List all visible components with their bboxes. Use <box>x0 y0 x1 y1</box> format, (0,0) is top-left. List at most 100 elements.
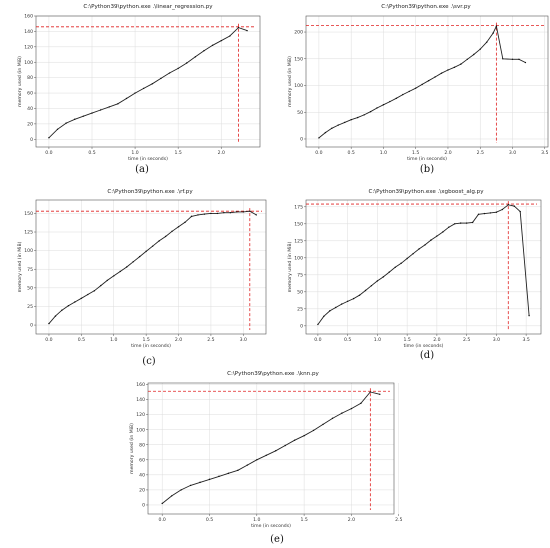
x-tick-label: 1.0 <box>131 150 138 156</box>
data-point <box>364 289 367 292</box>
data-point <box>412 253 414 255</box>
data-point <box>442 231 444 233</box>
y-tick-label: 75 <box>297 272 303 278</box>
y-tick-label: 50 <box>27 285 33 291</box>
data-point <box>329 310 331 312</box>
y-tick-label: 125 <box>294 238 303 244</box>
data-point <box>227 472 230 475</box>
data-point <box>99 109 102 111</box>
data-point <box>337 124 339 126</box>
x-tick-label: 1.0 <box>110 337 117 343</box>
y-tick-label: 40 <box>139 472 145 478</box>
chart-panel: 0.0 0.5 1.0 1.5 2.0 2.5 3.0 3.5 0 50 100 150 200 time… <box>287 4 549 175</box>
x-tick-label: 1.5 <box>142 337 149 343</box>
data-point <box>151 245 154 247</box>
x-tick-label: 0.5 <box>206 517 213 523</box>
y-tick-label: 140 <box>24 29 33 35</box>
data-point <box>376 280 379 282</box>
x-tick-label: 1.5 <box>174 150 181 156</box>
data-point <box>211 44 214 46</box>
data-point <box>203 49 205 52</box>
data-point <box>427 79 430 82</box>
data-point <box>335 306 337 309</box>
x-tick-label: 2.5 <box>463 337 470 343</box>
x-tick-label: 0.0 <box>45 337 52 343</box>
data-point <box>113 275 115 277</box>
panel-caption: (c) <box>142 356 156 367</box>
y-axis-label: memory used (in MiB) <box>287 56 293 107</box>
x-tick-label: 2.0 <box>433 337 440 343</box>
y-tick-label: 25 <box>297 306 303 312</box>
x-tick-label: 1.0 <box>374 337 381 343</box>
data-point <box>331 417 334 420</box>
data-point <box>74 118 76 120</box>
x-tick-label: 3.0 <box>509 150 516 156</box>
x-axis-label: time (in seconds) <box>251 523 291 529</box>
data-point <box>356 116 359 119</box>
data-point <box>48 322 50 325</box>
x-tick-label: 1.0 <box>253 517 260 523</box>
memory-series-line <box>48 210 257 324</box>
y-tick-label: 125 <box>24 230 33 236</box>
data-point <box>91 112 93 114</box>
data-point <box>495 211 498 213</box>
data-point <box>108 106 110 108</box>
data-point <box>184 221 186 224</box>
data-point <box>312 429 315 432</box>
data-point <box>346 300 349 303</box>
y-tick-label: 50 <box>297 289 303 295</box>
data-point <box>151 83 154 85</box>
y-tick-label: 20 <box>139 488 145 494</box>
data-point <box>168 72 171 74</box>
data-point <box>142 87 145 90</box>
chart-panel: 0.0 0.5 1.0 1.5 2.0 2.5 3.0 0 25 50 75 100 125 150 tim… <box>17 189 267 367</box>
data-point <box>246 464 249 466</box>
x-tick-label: 2.5 <box>395 517 402 523</box>
y-tick-label: 140 <box>136 397 145 403</box>
data-point <box>218 475 220 478</box>
chart-title: C:\Python39\python.exe .\xgboost_alg.py <box>368 189 484 195</box>
y-axis-label: memory used (in MiB) <box>17 56 23 107</box>
y-axis-label: memory used (in MiB) <box>287 241 293 292</box>
data-point <box>164 235 167 238</box>
data-point <box>471 221 474 224</box>
data-point <box>256 459 258 461</box>
y-tick-label: 160 <box>136 382 145 388</box>
data-point <box>406 257 408 260</box>
x-tick-label: 0.5 <box>88 150 95 156</box>
plot-frame <box>35 199 267 335</box>
data-point <box>93 290 96 292</box>
x-tick-label: 2.0 <box>444 150 451 156</box>
y-tick-label: 25 <box>27 304 33 310</box>
data-point <box>436 235 438 237</box>
data-point <box>229 211 232 214</box>
data-point <box>340 303 343 305</box>
memory-series-line <box>48 27 248 139</box>
x-tick-label: 1.5 <box>412 150 419 156</box>
y-tick-label: 100 <box>24 248 33 254</box>
data-point <box>511 58 514 61</box>
data-point <box>473 53 475 56</box>
data-point <box>382 104 385 106</box>
data-point <box>395 97 398 100</box>
data-point <box>324 131 327 134</box>
data-point <box>275 450 277 452</box>
memory-series-line <box>161 391 380 504</box>
data-point <box>466 58 469 61</box>
chart-title: C:\Python39\python.exe .\svr.py <box>381 4 471 10</box>
chart-title: C:\Python39\python.exe .\rf.py <box>107 189 193 195</box>
x-tick-label: 1.5 <box>403 337 410 343</box>
data-point <box>350 407 353 410</box>
x-tick-label: 3.0 <box>493 337 500 343</box>
data-point <box>408 90 410 93</box>
data-point <box>126 266 128 268</box>
data-point <box>424 244 426 246</box>
data-point <box>524 61 527 64</box>
data-point <box>479 48 481 50</box>
data-point <box>208 478 211 481</box>
data-point <box>293 439 296 441</box>
y-tick-label: 100 <box>294 83 303 89</box>
y-tick-label: 175 <box>294 204 303 210</box>
data-point <box>421 83 423 86</box>
data-point <box>344 121 346 124</box>
